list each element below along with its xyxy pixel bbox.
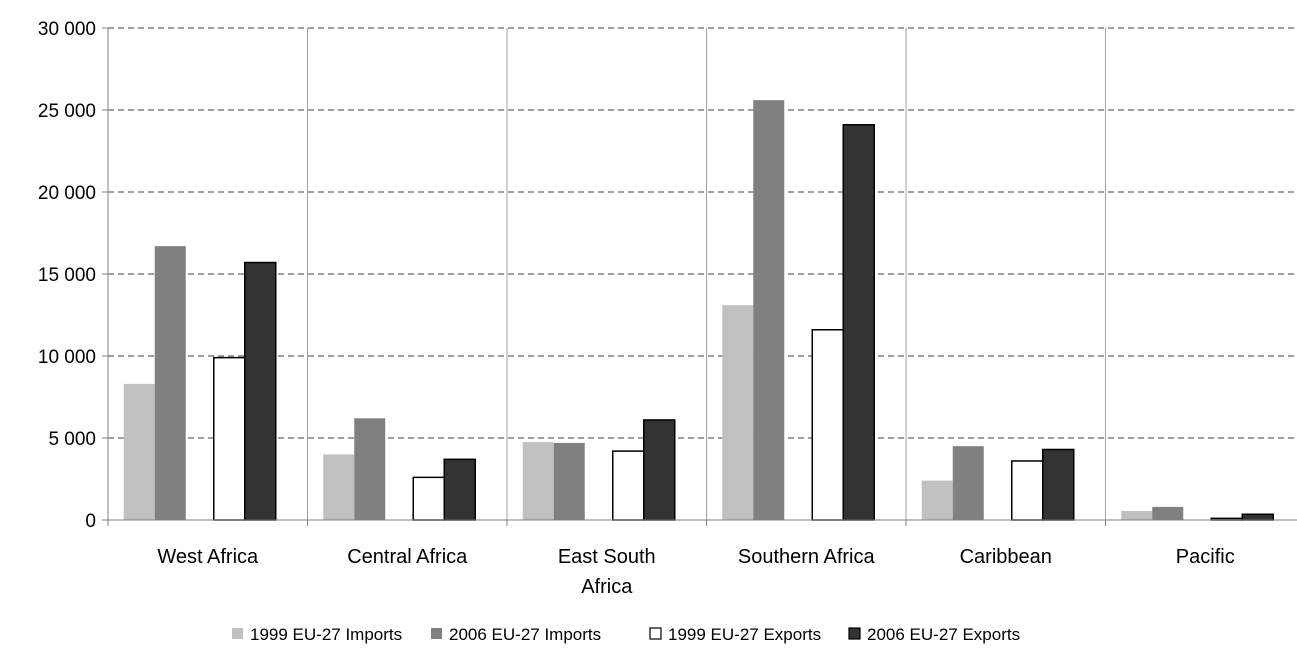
category-label: East South bbox=[558, 546, 656, 568]
y-tick-label: 0 bbox=[85, 511, 96, 532]
bar bbox=[842, 124, 875, 521]
bar bbox=[1011, 460, 1044, 521]
bar bbox=[753, 100, 785, 520]
category-labels: West Africa Central Africa East South Afric… bbox=[157, 546, 1234, 598]
bar bbox=[1152, 506, 1184, 520]
bars bbox=[123, 100, 1274, 521]
legend-label: 1999 EU-27 Exports bbox=[668, 625, 821, 644]
bar bbox=[354, 418, 386, 520]
category-label: Caribbean bbox=[960, 546, 1052, 568]
legend-swatch bbox=[232, 628, 243, 639]
legend-label: 2006 EU-27 Imports bbox=[449, 625, 601, 644]
category-label: Africa bbox=[581, 576, 633, 598]
bar bbox=[412, 476, 445, 521]
bar bbox=[811, 329, 844, 521]
category-label: West Africa bbox=[157, 546, 259, 568]
bar bbox=[323, 454, 355, 520]
bar bbox=[1121, 510, 1153, 520]
gridlines bbox=[108, 27, 1297, 439]
bar bbox=[952, 446, 984, 520]
legend: 1999 EU-27 Imports 2006 EU-27 Imports 1999… bbox=[232, 625, 1020, 644]
bar bbox=[123, 383, 155, 520]
y-tick-labels: 0 5 000 10 000 15 000 20 000 25 000 30 000 bbox=[38, 19, 96, 532]
bar bbox=[154, 246, 186, 520]
y-tick-label: 30 000 bbox=[38, 19, 96, 40]
y-tick-label: 25 000 bbox=[38, 101, 96, 122]
bar bbox=[443, 458, 476, 521]
bar bbox=[921, 480, 953, 520]
category-separators bbox=[307, 28, 1106, 520]
bar bbox=[553, 442, 585, 520]
axes bbox=[102, 27, 1297, 526]
y-tick-label: 20 000 bbox=[38, 183, 96, 204]
category-label: Central Africa bbox=[347, 546, 468, 568]
bar bbox=[612, 450, 645, 521]
bar bbox=[722, 305, 754, 520]
bar bbox=[522, 442, 554, 520]
legend-label: 1999 EU-27 Imports bbox=[250, 625, 402, 644]
y-tick-label: 15 000 bbox=[38, 265, 96, 286]
bar bbox=[643, 419, 676, 521]
category-label: Southern Africa bbox=[738, 546, 876, 568]
category-label: Pacific bbox=[1176, 546, 1235, 568]
y-tick-label: 10 000 bbox=[38, 347, 96, 368]
bar bbox=[1241, 513, 1274, 521]
legend-swatch bbox=[848, 627, 861, 640]
legend-swatch bbox=[649, 627, 662, 640]
y-tick-label: 5 000 bbox=[48, 429, 96, 450]
bar bbox=[213, 356, 246, 521]
legend-swatch bbox=[431, 628, 442, 639]
bar bbox=[244, 261, 277, 521]
legend-label: 2006 EU-27 Exports bbox=[867, 625, 1020, 644]
bar bbox=[1042, 448, 1075, 521]
